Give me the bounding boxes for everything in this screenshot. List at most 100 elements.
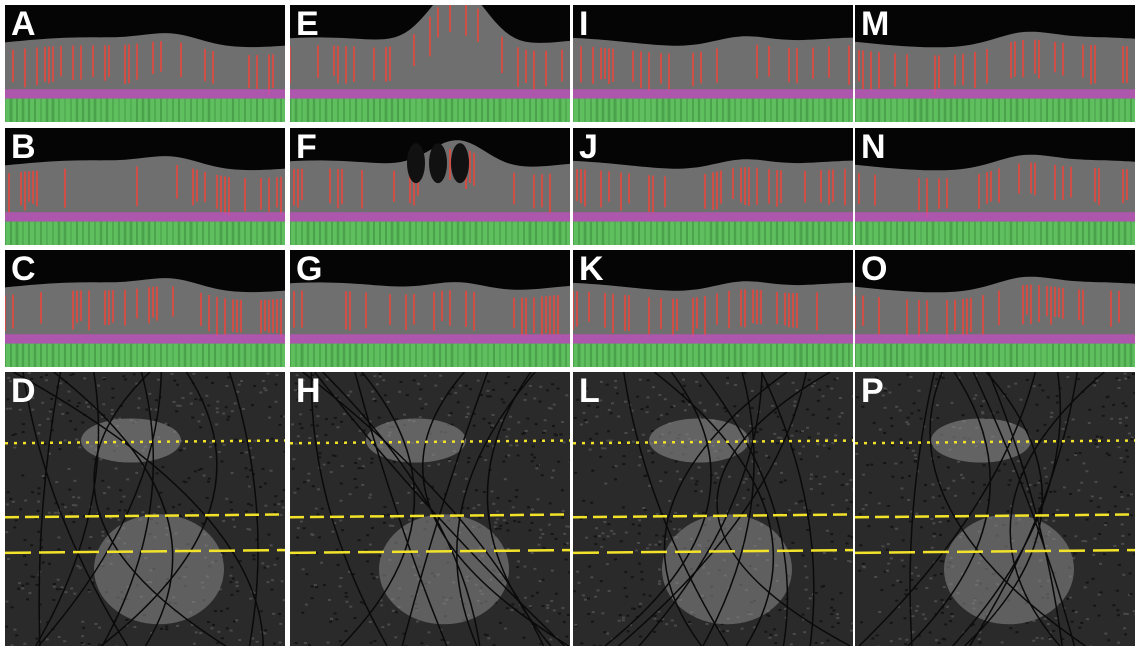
texture — [646, 406, 649, 408]
texture — [1056, 509, 1059, 511]
texture — [111, 413, 114, 415]
texture — [1128, 433, 1131, 435]
texture — [676, 470, 679, 472]
texture — [1044, 618, 1047, 620]
panel-label: A — [11, 7, 36, 41]
texture — [502, 401, 505, 403]
texture — [597, 589, 600, 591]
texture — [884, 407, 887, 409]
texture — [894, 463, 897, 465]
rpe-band — [290, 89, 570, 98]
panel-label: I — [579, 7, 588, 41]
texture — [368, 497, 371, 499]
texture — [349, 493, 352, 495]
texture — [492, 414, 495, 416]
texture — [778, 609, 781, 611]
texture — [406, 394, 409, 396]
texture — [1108, 454, 1111, 456]
texture — [774, 412, 777, 414]
texture — [699, 402, 702, 404]
texture — [251, 456, 254, 458]
texture — [633, 608, 636, 610]
texture — [654, 615, 657, 617]
texture — [328, 599, 331, 601]
texture — [619, 614, 622, 616]
texture — [513, 389, 516, 391]
texture — [70, 587, 73, 589]
panel-image — [573, 128, 853, 245]
texture — [6, 503, 9, 505]
texture — [419, 388, 422, 390]
texture — [580, 423, 583, 425]
texture — [930, 518, 933, 520]
texture — [486, 395, 489, 397]
texture — [831, 598, 834, 600]
texture — [591, 470, 594, 472]
texture — [828, 408, 831, 410]
texture — [565, 394, 568, 396]
texture — [917, 409, 920, 411]
texture — [608, 409, 611, 411]
texture — [256, 641, 259, 643]
texture — [920, 418, 923, 420]
texture — [178, 503, 181, 505]
texture — [934, 574, 937, 576]
texture — [830, 533, 833, 535]
texture — [323, 584, 326, 586]
texture — [339, 519, 342, 521]
texture — [819, 620, 822, 622]
texture — [262, 380, 265, 382]
texture — [467, 461, 470, 463]
texture — [901, 487, 904, 489]
texture — [7, 491, 10, 493]
texture — [503, 519, 506, 521]
texture — [25, 564, 28, 566]
texture — [336, 426, 339, 428]
texture — [911, 615, 914, 617]
texture — [832, 610, 835, 612]
texture — [311, 597, 314, 599]
texture — [316, 513, 319, 515]
texture — [949, 620, 952, 622]
texture — [267, 581, 270, 583]
texture — [26, 583, 29, 585]
texture — [295, 443, 298, 445]
texture — [551, 533, 554, 535]
rpe-band — [855, 89, 1135, 98]
texture — [56, 588, 59, 590]
texture — [552, 425, 555, 427]
texture — [26, 598, 29, 600]
texture — [726, 630, 729, 632]
texture — [867, 525, 870, 527]
texture — [915, 567, 918, 569]
texture — [122, 375, 125, 377]
texture — [751, 407, 754, 409]
texture — [1094, 481, 1097, 483]
texture — [1094, 538, 1097, 540]
texture — [517, 454, 520, 456]
texture — [349, 606, 352, 608]
texture — [1102, 406, 1105, 408]
texture — [502, 461, 505, 463]
texture — [231, 410, 234, 412]
rpe-band — [290, 212, 570, 221]
texture — [764, 631, 767, 633]
texture — [714, 472, 717, 474]
texture — [1116, 609, 1119, 611]
texture — [890, 640, 893, 642]
texture — [939, 534, 942, 536]
texture — [599, 456, 602, 458]
texture — [250, 504, 253, 506]
texture — [238, 384, 241, 386]
texture — [551, 383, 554, 385]
texture — [484, 459, 487, 461]
texture — [652, 386, 655, 388]
texture — [616, 392, 619, 394]
texture — [103, 378, 106, 380]
texture — [133, 626, 136, 628]
texture — [941, 507, 944, 509]
texture — [664, 398, 667, 400]
panel-image — [855, 372, 1135, 646]
texture — [54, 512, 57, 514]
texture — [910, 579, 913, 581]
